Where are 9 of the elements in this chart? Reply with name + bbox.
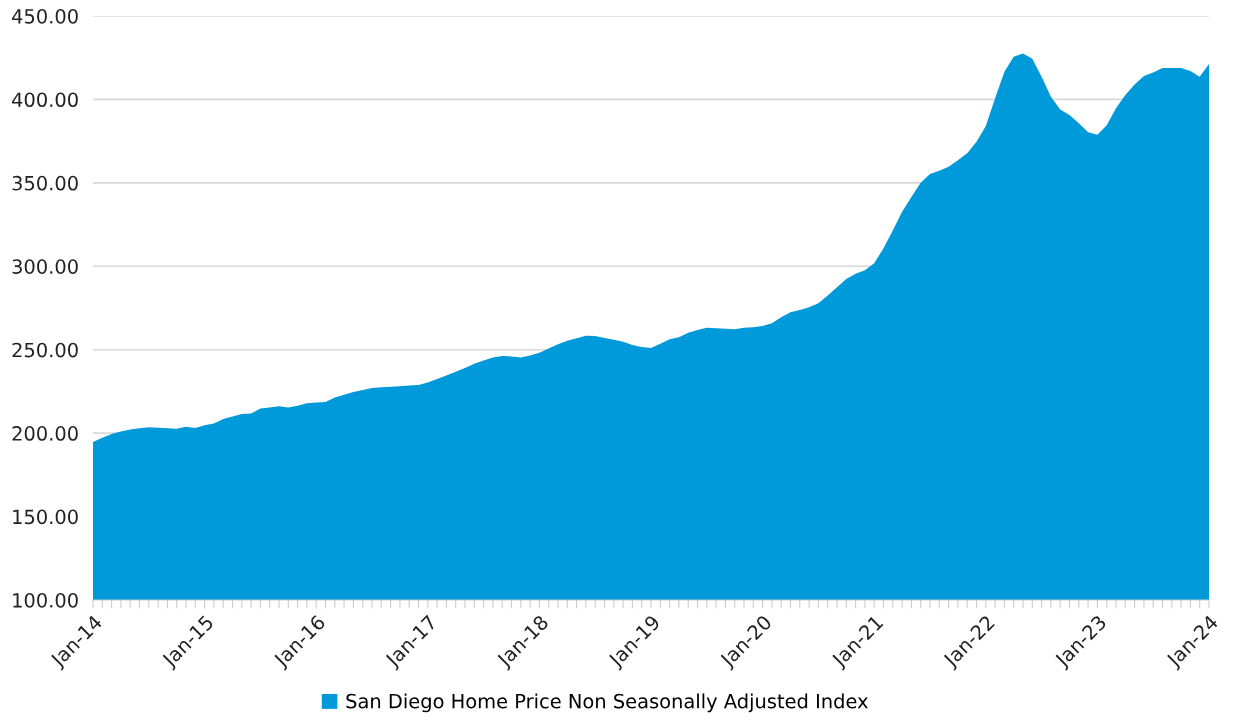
y-tick-label: 100.00 — [13, 592, 78, 608]
y-tick-label: 150.00 — [13, 509, 78, 525]
y-tick-label: 300.00 — [12, 259, 78, 274]
y-tick-label: 350.00 — [12, 175, 78, 191]
y-tick-label: 400.00 — [12, 92, 78, 108]
y-tick-label: 250.00 — [12, 342, 78, 358]
y-tick-label: 450.00 — [12, 8, 78, 24]
y-tick-label: 200.00 — [12, 426, 78, 441]
legend-label: San Diego Home Price Non Seasonally Adjusted Index — [346, 693, 868, 713]
